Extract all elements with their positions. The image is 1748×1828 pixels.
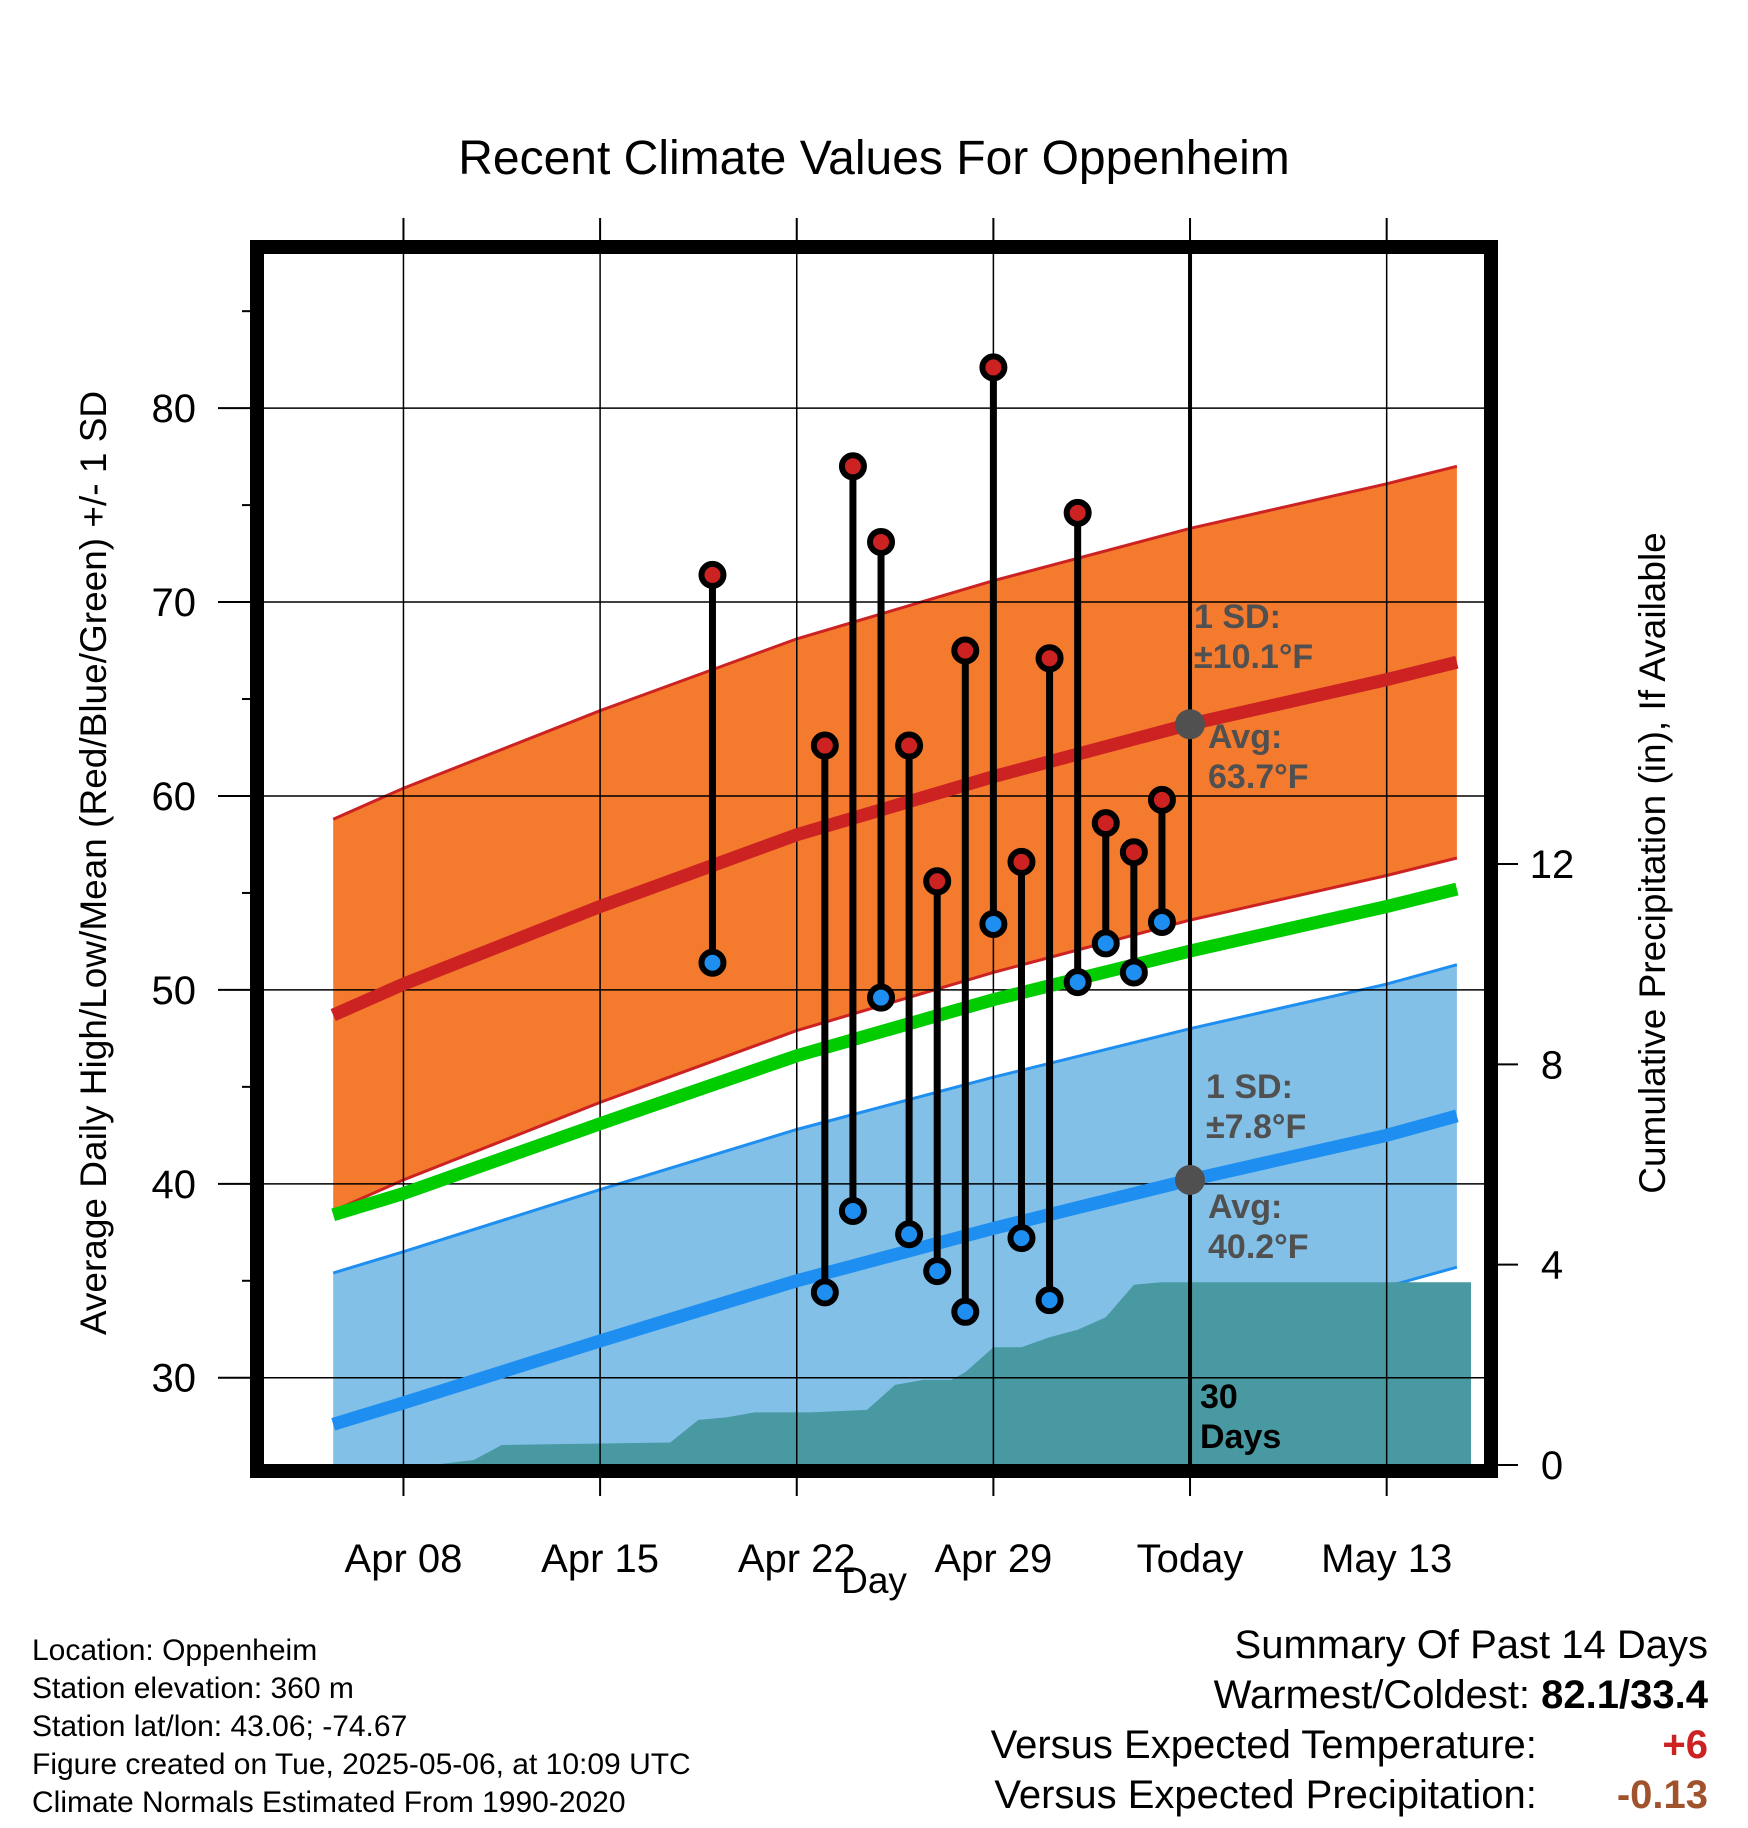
obs-low-point	[895, 1220, 924, 1249]
x-axis-label: Day	[841, 1560, 907, 1601]
latlon-text: Station lat/lon: 43.06; -74.67	[32, 1710, 408, 1743]
summary-temp-row: Versus Expected Temperature: +6	[991, 1720, 1708, 1770]
warmest-label: Warmest/Coldest:	[1213, 1673, 1531, 1717]
y2-tick-label: 8	[1541, 1043, 1563, 1087]
plot-frame	[250, 240, 1498, 1478]
summary-panel: Summary Of Past 14 Days Warmest/Coldest:…	[991, 1620, 1708, 1820]
obs-low-point	[1119, 958, 1148, 987]
y-axis-label: Average Daily High/Low/Mean (Red/Blue/Gr…	[73, 391, 114, 1335]
precipitation-area	[333, 1282, 1472, 1465]
obs-low-point	[1063, 968, 1092, 997]
x-tick-label: Apr 22	[738, 1537, 856, 1581]
x-tick-label: Apr 29	[934, 1537, 1052, 1581]
today-high-normal-dot	[1175, 709, 1206, 740]
obs-high-point	[923, 867, 952, 896]
y-tick-label: 40	[152, 1163, 197, 1207]
normal-lines	[330, 655, 1459, 1431]
x-tick-label: Today	[1137, 1537, 1244, 1581]
location-text: Location: Oppenheim	[32, 1634, 318, 1667]
warmest-value: 82.1/33.4	[1541, 1673, 1708, 1717]
obs-low-point	[838, 1196, 867, 1225]
x-tick-label: May 13	[1321, 1537, 1452, 1581]
obs-low-point	[1147, 908, 1176, 937]
low-band-upper-edge	[332, 963, 1458, 1275]
obs-high-point	[1119, 838, 1148, 867]
high-band-lower-edge	[332, 856, 1458, 1213]
annotations: 1 SD: ±10.1°F Avg: 63.7°F 1 SD: ±7.8°F Avg: 40.…	[1175, 598, 1313, 1456]
obs-low-point	[867, 983, 896, 1012]
y2-tick-label: 0	[1541, 1444, 1563, 1488]
low-avg-annotation: Avg: 40.2°F	[1208, 1188, 1309, 1266]
normal-high-line	[330, 655, 1459, 1022]
observations	[698, 353, 1176, 1326]
today-low-normal-dot	[1175, 1164, 1206, 1195]
normals-text: Climate Normals Estimated From 1990-2020	[32, 1786, 626, 1819]
y-tick-label: 70	[152, 581, 197, 625]
elevation-text: Station elevation: 360 m	[32, 1672, 354, 1705]
obs-low-point	[1007, 1224, 1036, 1253]
obs-high-point	[1007, 847, 1036, 876]
obs-low-point	[810, 1278, 839, 1307]
created-text: Figure created on Tue, 2025-05-06, at 10…	[32, 1748, 691, 1781]
summary-warmest-row: Warmest/Coldest: 82.1/33.4	[991, 1670, 1708, 1720]
station-info: Location: Oppenheim Station elevation: 3…	[32, 1632, 691, 1822]
obs-high-point	[1147, 785, 1176, 814]
normal-low-line	[331, 1109, 1459, 1431]
window-days-annotation: 30 Days	[1200, 1378, 1281, 1456]
temp-label: Versus Expected Temperature:	[990, 1723, 1537, 1767]
high-band-upper-edge	[332, 464, 1458, 821]
y-tick-label: 80	[152, 387, 197, 431]
obs-high-point	[810, 731, 839, 760]
obs-low-point	[1091, 929, 1120, 958]
obs-low-point	[923, 1257, 952, 1286]
y2-tick-label: 12	[1530, 843, 1575, 887]
precip-area-shape	[333, 1282, 1472, 1465]
obs-low-point	[1035, 1286, 1064, 1315]
axes: Apr 08 Apr 15 Apr 22 Apr 29 Today May 1330405…	[152, 310, 1575, 1581]
precip-value: -0.13	[1616, 1773, 1708, 1817]
climate-chart: Recent Climate Values For Oppenheim 1 SD…	[73, 132, 1673, 1601]
obs-high-point	[698, 560, 727, 589]
high-avg-annotation: Avg: 63.7°F	[1208, 718, 1309, 796]
obs-high-point	[951, 636, 980, 665]
obs-low-point	[698, 948, 727, 977]
obs-high-point	[1063, 498, 1092, 527]
summary-heading: Summary Of Past 14 Days	[1234, 1623, 1708, 1667]
obs-low-point	[979, 909, 1008, 938]
y-tick-label: 60	[152, 775, 197, 819]
normal-mean-line	[331, 882, 1459, 1222]
y2-tick-label: 4	[1541, 1244, 1563, 1288]
plot-area	[263, 253, 1485, 1465]
y-tick-label: 50	[152, 969, 197, 1013]
y2-axis-label: Cumulative Precipitation (in), If Availa…	[1632, 532, 1673, 1194]
x-tick-label: Apr 15	[541, 1537, 659, 1581]
obs-high-point	[1035, 644, 1064, 673]
obs-high-point	[979, 353, 1008, 382]
summary-precip-row: Versus Expected Precipitation: -0.13	[991, 1770, 1708, 1820]
high-band	[333, 466, 1457, 1211]
y-tick-label: 30	[152, 1357, 197, 1401]
obs-high-point	[895, 731, 924, 760]
high-sd-annotation: 1 SD: ±10.1°F	[1194, 598, 1313, 676]
temp-value: +6	[1662, 1723, 1708, 1767]
low-sd-annotation: 1 SD: ±7.8°F	[1206, 1068, 1306, 1146]
obs-low-point	[951, 1297, 980, 1326]
obs-high-point	[838, 452, 867, 481]
obs-high-point	[1091, 809, 1120, 838]
precip-label: Versus Expected Precipitation:	[994, 1773, 1537, 1817]
x-tick-label: Apr 08	[345, 1537, 463, 1581]
chart-title: Recent Climate Values For Oppenheim	[458, 132, 1290, 185]
obs-high-point	[867, 527, 896, 556]
